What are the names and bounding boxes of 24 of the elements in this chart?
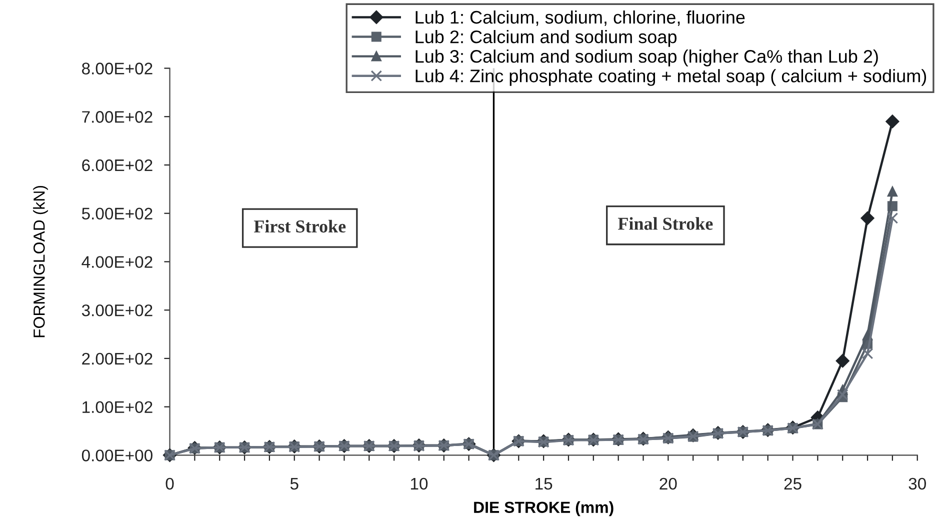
y-tick-label: 1.00E+02 [82,401,152,414]
x-tick-label: 30 [908,478,926,490]
annotation: Final Stroke [618,217,713,230]
legend-label: Lub 2: Calcium and sodium soap [416,30,677,47]
legend-label: Lub 3: Calcium and sodium soap (higher Ca% than Lub 2) [416,50,878,66]
annotation: First Stroke [254,220,346,233]
x-tick-label: 25 [784,478,802,490]
y-tick-label: 8.00E+02 [82,62,152,74]
legend-label: Lub 1: Calcium, sodium, chlorine, fluorine [416,10,745,26]
y-tick-label: 4.00E+02 [82,256,152,268]
legend-label: Lub 4: Zinc phosphate coating + metal soap ( calcium + sodium) [416,69,926,86]
x-tick-label: 15 [536,478,552,490]
y-tick-label: 5.00E+02 [82,208,152,220]
x-tick-label: 0 [166,478,174,490]
x-tick-label: 20 [660,478,677,490]
y-tick-label: 6.00E+02 [82,159,152,172]
y-tick-label: 2.00E+02 [82,352,152,365]
y-tick-label: 3.00E+02 [82,304,152,316]
x-tick-label: 5 [290,478,298,490]
x-axis-title: DIE STROKE (mm) [474,501,614,516]
y-axis-title: FORMINGLOAD (kN) [33,186,48,338]
y-tick-label: 0.00E+00 [82,450,152,462]
y-tick-label: 7.00E+02 [82,111,152,123]
x-tick-label: 10 [410,478,428,490]
